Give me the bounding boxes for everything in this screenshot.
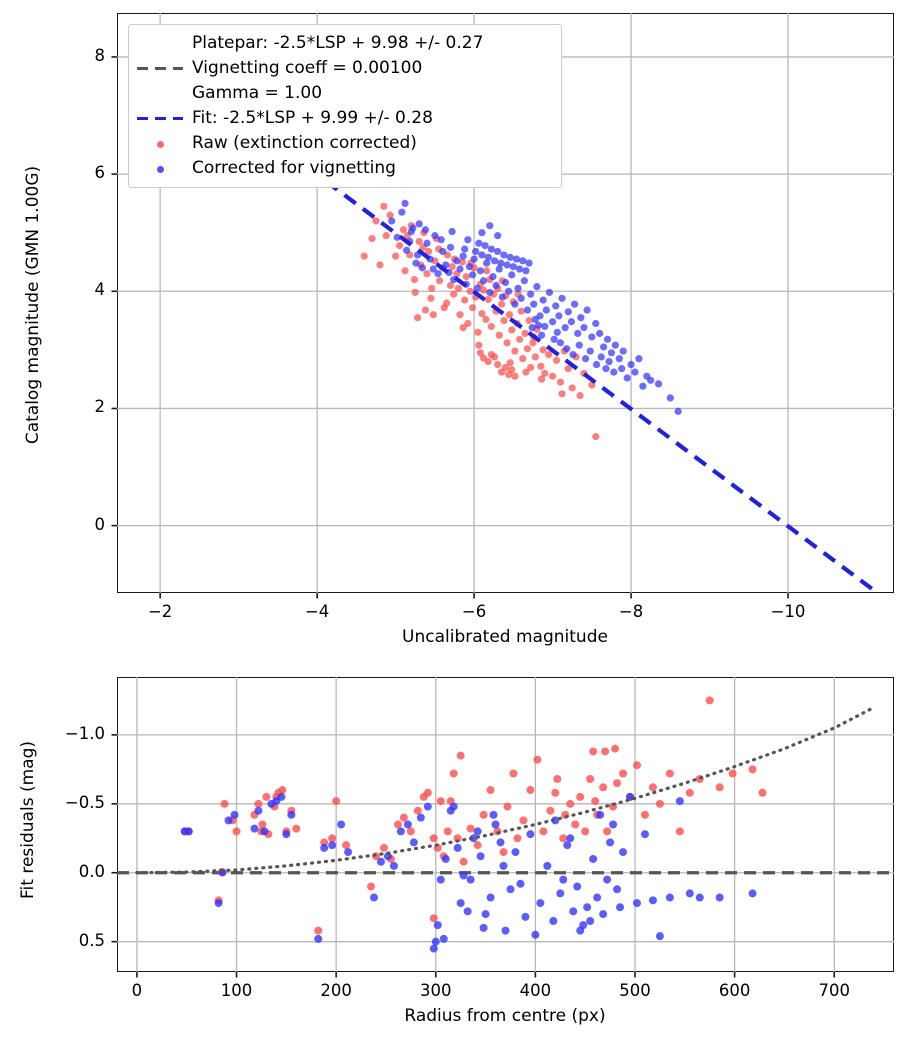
- top-series-0: [360, 202, 600, 441]
- bottom-xtick: 200: [320, 981, 352, 1000]
- bottom-xtick: 700: [818, 981, 850, 1000]
- empty-key-icon: [137, 81, 183, 106]
- top-series-1: [388, 199, 682, 415]
- top-xtick: −4: [304, 602, 330, 621]
- bottom-tickmarks: [111, 734, 836, 978]
- bottom-xlabel: Radius from centre (px): [404, 1006, 606, 1026]
- blue-dashed-line-icon: [137, 106, 183, 131]
- bottom-series-0: [180, 696, 767, 935]
- legend-entry-label: Fit: -2.5*LSP + 9.99 +/- 0.28: [192, 108, 433, 128]
- top-xtick: −2: [147, 602, 173, 621]
- dash-glyph: [137, 67, 183, 70]
- bottom-xtick: 0: [131, 981, 143, 1000]
- legend-entry: Fit: -2.5*LSP + 9.99 +/- 0.28: [137, 106, 551, 131]
- legend-entry-label: Vignetting coeff = 0.00100: [192, 58, 423, 78]
- red-dot-icon: [137, 131, 183, 156]
- gray-dashed-line-icon: [137, 56, 183, 81]
- bottom-xtick: 500: [619, 981, 651, 1000]
- dash-glyph: [137, 117, 183, 120]
- dot-glyph: [157, 166, 164, 173]
- empty-key-icon: [137, 31, 183, 56]
- legend-entry-label: Gamma = 1.00: [192, 83, 323, 103]
- top-ytick: 4: [94, 280, 106, 300]
- bottom-xtick: 100: [220, 981, 253, 1000]
- top-xlabel: Uncalibrated magnitude: [402, 627, 608, 647]
- vignetting-curve: [135, 705, 876, 875]
- legend-entry-label: Corrected for vignetting: [192, 158, 396, 178]
- blue-dot-icon: [137, 156, 183, 181]
- bottom-ytick: −0.5: [64, 792, 105, 812]
- bottom-plot-drawing: [111, 677, 894, 978]
- top-xtick: −10: [770, 602, 806, 621]
- dot-glyph: [157, 141, 164, 148]
- top-ytick: 8: [94, 45, 106, 65]
- bottom-ytick: 0.5: [78, 930, 105, 950]
- top-xtick: −6: [461, 602, 487, 621]
- top-ytick: 6: [94, 163, 106, 183]
- bottom-ytick: 0.0: [78, 861, 105, 881]
- legend-entry: Platepar: -2.5*LSP + 9.98 +/- 0.27: [137, 31, 551, 56]
- legend-entry: Corrected for vignetting: [137, 156, 551, 181]
- legend-entry: Gamma = 1.00: [137, 81, 551, 106]
- top-ytick: 2: [94, 397, 106, 417]
- legend-entry-label: Platepar: -2.5*LSP + 9.98 +/- 0.27: [192, 33, 484, 53]
- bottom-xtick: 400: [519, 981, 552, 1000]
- legend-entry-label: Raw (extinction corrected): [192, 133, 417, 153]
- top-tickmarks: [111, 56, 789, 599]
- magnitude-calibration-panel: Catalog magnitude (GMN 1.00G) Uncalibrat…: [23, 13, 894, 647]
- top-ytick: 0: [94, 514, 106, 534]
- legend-entry: Raw (extinction corrected): [137, 131, 551, 156]
- fit-residuals-panel: Fit residuals (mag) Radius from centre (…: [0, 650, 900, 1050]
- plot-legend: Platepar: -2.5*LSP + 9.98 +/- 0.27 Vignet…: [128, 24, 562, 188]
- bottom-ytick: −1.0: [64, 723, 105, 743]
- bottom-xtick: 300: [420, 981, 452, 1000]
- bottom-plot-frame: [117, 677, 894, 972]
- top-xtick: −8: [618, 602, 644, 621]
- legend-entry: Vignetting coeff = 0.00100: [137, 56, 551, 81]
- bottom-xtick: 600: [718, 981, 751, 1000]
